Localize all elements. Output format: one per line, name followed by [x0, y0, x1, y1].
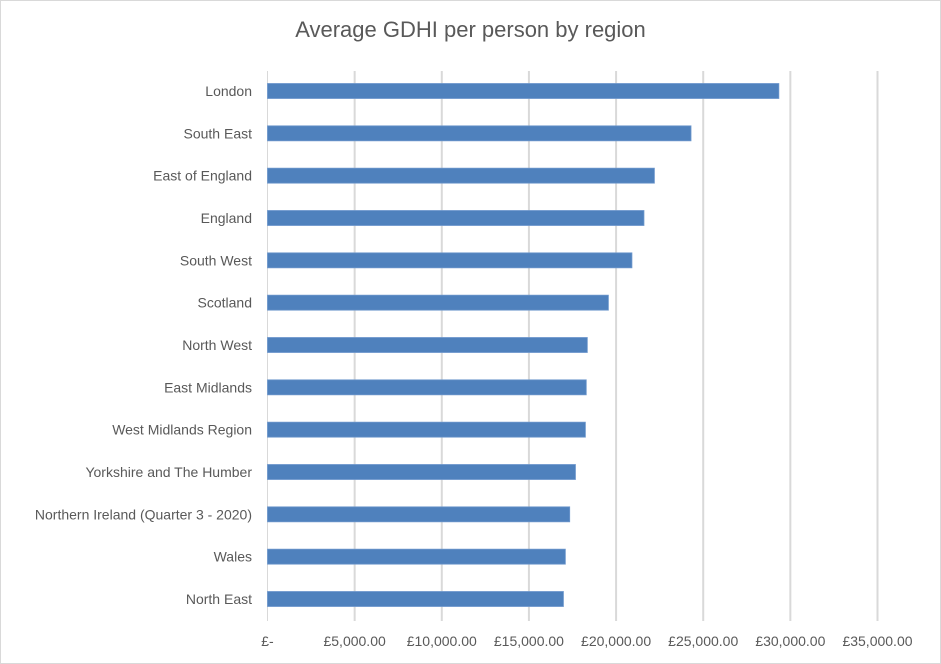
category-label: North West	[182, 337, 252, 353]
x-tick-label: £5,000.00	[323, 633, 385, 649]
category-label: Scotland	[198, 295, 252, 311]
x-tick-label: £10,000.00	[407, 633, 477, 649]
category-label: North East	[186, 591, 252, 607]
category-label: South East	[184, 125, 253, 141]
bar	[267, 125, 692, 142]
category-label: East of England	[153, 168, 252, 184]
bar	[267, 252, 633, 269]
bar	[267, 548, 566, 565]
category-label: Wales	[214, 549, 252, 565]
category-label: Yorkshire and The Humber	[85, 464, 252, 480]
bar	[267, 591, 564, 607]
bar	[267, 337, 588, 353]
bar	[267, 421, 586, 438]
category-label: England	[201, 210, 252, 226]
category-label: West Midlands Region	[112, 422, 252, 438]
bar	[267, 210, 645, 226]
category-label: East Midlands	[164, 379, 252, 395]
bar	[267, 167, 655, 184]
category-label: Northern Ireland (Quarter 3 - 2020)	[35, 506, 252, 522]
x-tick-label: £-	[261, 633, 274, 649]
bar	[267, 83, 780, 99]
category-label: London	[205, 83, 252, 99]
x-tick-label: £20,000.00	[581, 633, 651, 649]
x-tick-label: £30,000.00	[755, 633, 825, 649]
x-tick-label: £35,000.00	[842, 633, 912, 649]
bar	[267, 464, 576, 480]
chart-title: Average GDHI per person by region	[295, 17, 646, 42]
x-tick-label: £25,000.00	[668, 633, 738, 649]
bar	[267, 294, 609, 311]
bar	[267, 506, 571, 523]
bar	[267, 379, 587, 396]
category-label: South West	[180, 252, 252, 268]
x-tick-label: £15,000.00	[494, 633, 564, 649]
